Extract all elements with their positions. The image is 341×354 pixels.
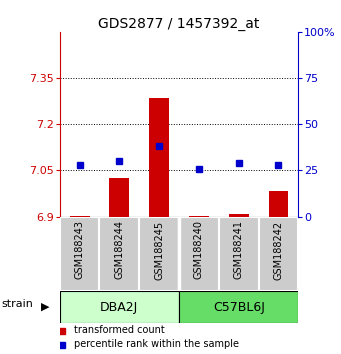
Bar [139,217,179,291]
Text: GSM188244: GSM188244 [114,221,124,279]
Bar [149,98,169,217]
Bar [258,217,298,291]
Text: GSM188242: GSM188242 [273,221,283,280]
Bar [189,216,209,217]
Bar [70,216,89,217]
Bar [109,178,129,217]
Text: GSM188243: GSM188243 [75,221,85,279]
Text: ▶: ▶ [41,302,49,312]
Text: strain: strain [2,298,33,308]
Bar [179,217,219,291]
Bar [100,217,139,291]
Bar [60,217,100,291]
Bar [229,213,249,217]
Text: transformed count: transformed count [74,325,165,335]
Text: GSM188245: GSM188245 [154,221,164,280]
Bar [179,291,298,324]
Text: C57BL6J: C57BL6J [213,301,265,314]
Text: DBA2J: DBA2J [100,301,138,314]
Text: percentile rank within the sample: percentile rank within the sample [74,339,239,349]
Text: GSM188240: GSM188240 [194,221,204,279]
Bar [219,217,258,291]
Text: GSM188241: GSM188241 [234,221,244,279]
Bar [60,291,179,324]
Bar [269,190,288,217]
Title: GDS2877 / 1457392_at: GDS2877 / 1457392_at [98,17,260,31]
